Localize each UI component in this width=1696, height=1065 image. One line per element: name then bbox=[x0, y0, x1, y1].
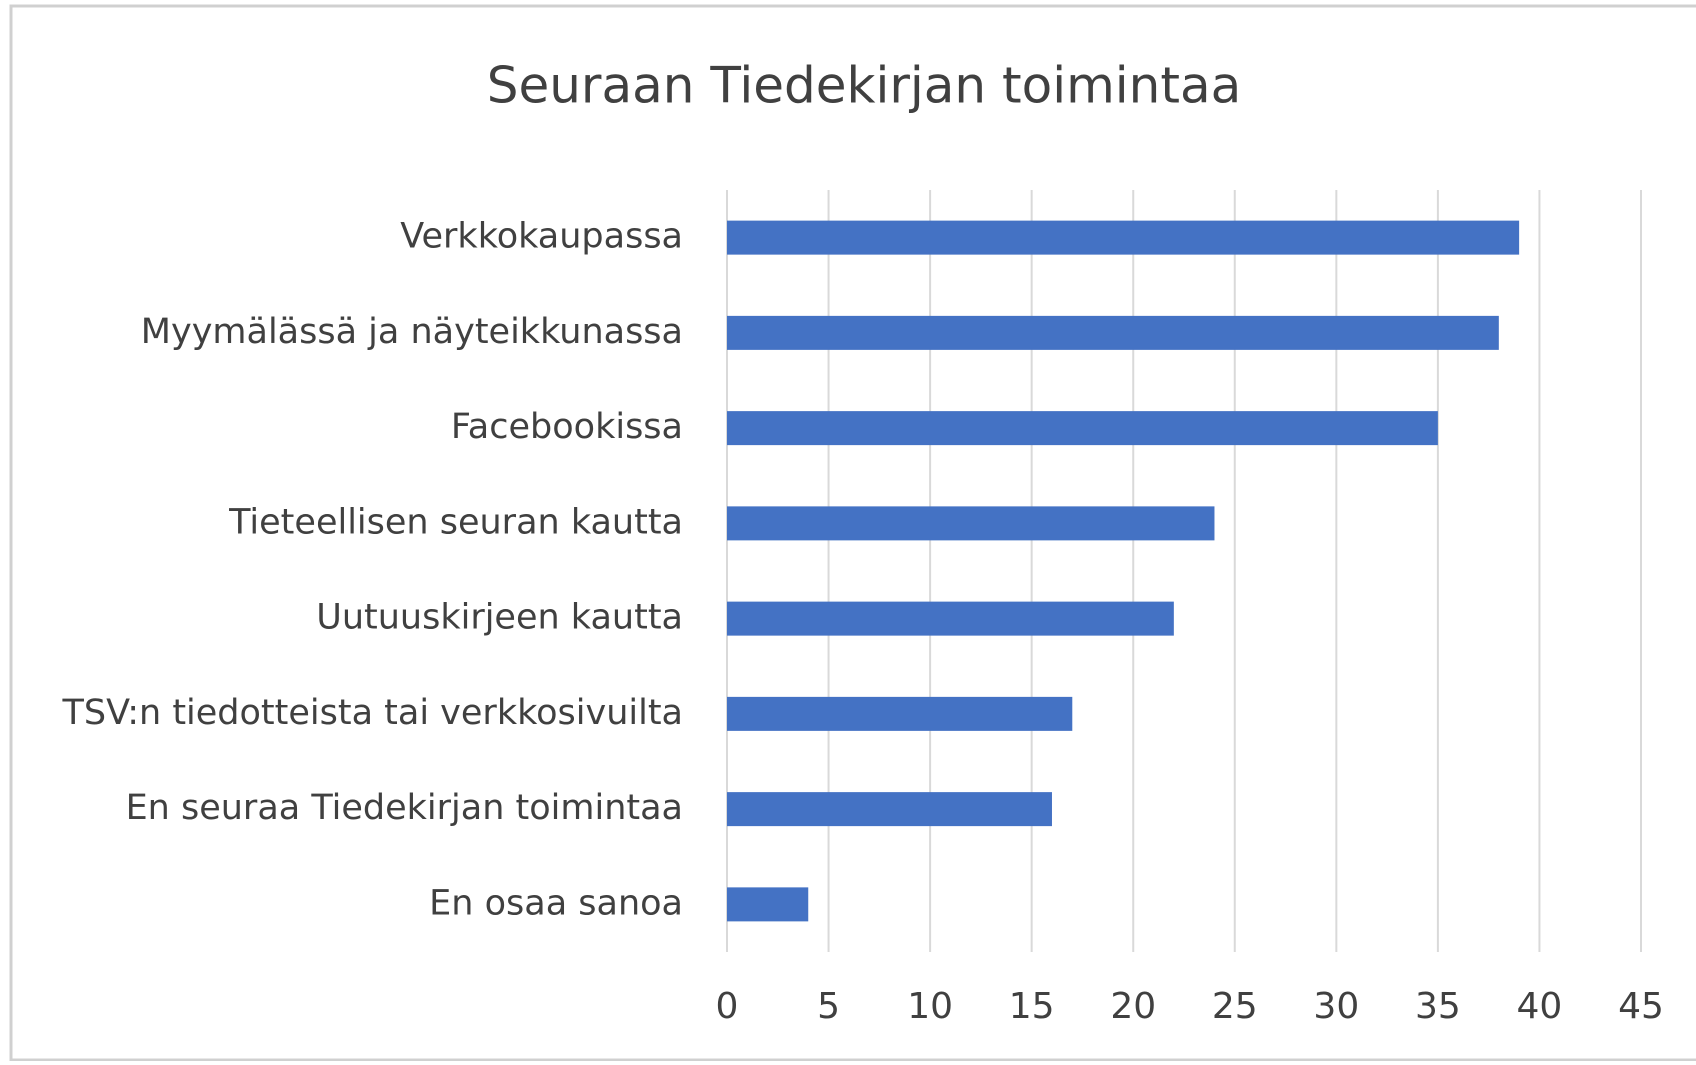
x-tick-label: 35 bbox=[1415, 986, 1461, 1027]
chart-title: Seuraan Tiedekirjan toimintaa bbox=[487, 57, 1242, 115]
y-tick-label: En seuraa Tiedekirjan toimintaa bbox=[126, 788, 683, 828]
bar bbox=[727, 220, 1520, 255]
x-tick-label: 20 bbox=[1110, 986, 1156, 1027]
x-tick-label: 0 bbox=[716, 986, 739, 1027]
bar bbox=[727, 887, 809, 922]
x-tick-label: 30 bbox=[1313, 986, 1359, 1027]
y-tick-label: Facebookissa bbox=[451, 407, 683, 447]
bar bbox=[727, 792, 1052, 827]
bar bbox=[727, 696, 1073, 731]
x-tick-label: 10 bbox=[907, 986, 953, 1027]
y-tick-label: Verkkokaupassa bbox=[400, 217, 683, 257]
x-tick-label: 40 bbox=[1517, 986, 1563, 1027]
y-tick-label: Uutuuskirjeen kautta bbox=[316, 598, 683, 638]
bar bbox=[727, 315, 1499, 350]
bar bbox=[727, 411, 1438, 446]
y-tick-label: Tieteellisen seuran kautta bbox=[228, 502, 683, 542]
y-tick-label: TSV:n tiedotteista tai verkkosivuilta bbox=[62, 693, 683, 733]
y-tick-label: En osaa sanoa bbox=[429, 883, 683, 923]
x-tick-label: 5 bbox=[817, 986, 840, 1027]
y-tick-label: Myymälässä ja näyteikkunassa bbox=[141, 312, 683, 352]
bar bbox=[727, 601, 1174, 636]
x-tick-label: 25 bbox=[1212, 986, 1258, 1027]
x-tick-label: 15 bbox=[1009, 986, 1055, 1027]
x-tick-label: 45 bbox=[1618, 986, 1664, 1027]
bar bbox=[727, 506, 1215, 541]
